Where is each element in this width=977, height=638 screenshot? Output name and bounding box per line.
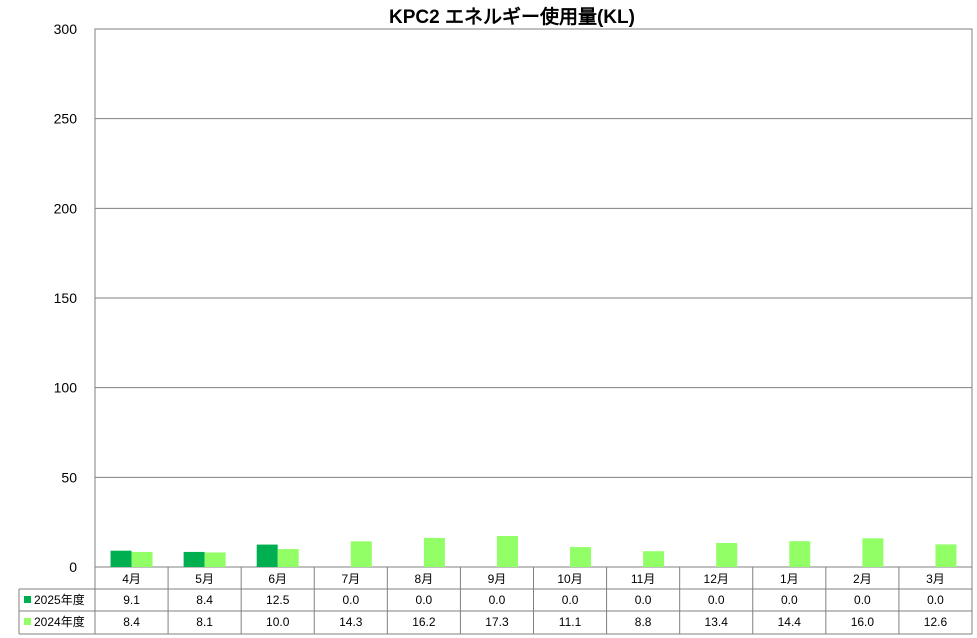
y-tick-label: 100 [54, 380, 78, 396]
bar-current-year [256, 544, 278, 567]
y-tick-label: 300 [54, 21, 78, 37]
data-label: 0.0 [635, 593, 652, 607]
x-tick-label: 6月 [268, 572, 287, 586]
data-label: 0.0 [781, 593, 798, 607]
x-tick-label: 4月 [122, 572, 141, 586]
bar-previous-year [131, 551, 153, 567]
data-label: 16.0 [851, 615, 875, 629]
bar-previous-year [716, 542, 738, 567]
data-label: 14.4 [778, 615, 802, 629]
legend-key [24, 596, 31, 603]
chart-title: KPC2 エネルギー使用量(KL) [389, 6, 635, 28]
x-tick-label: 12月 [704, 572, 729, 586]
legend-key [24, 618, 31, 625]
data-label: 8.1 [196, 615, 213, 629]
y-tick-label: 250 [54, 111, 78, 127]
data-label: 0.0 [927, 593, 944, 607]
data-label: 0.0 [562, 593, 579, 607]
bar-previous-year [350, 541, 372, 567]
data-label: 17.3 [485, 615, 509, 629]
x-tick-label: 11月 [631, 572, 655, 586]
data-label: 0.0 [342, 593, 359, 607]
series-name: 2025年度 [34, 592, 85, 607]
data-label: 11.1 [559, 615, 582, 629]
bar-previous-year [862, 538, 884, 567]
y-tick-label: 50 [61, 469, 77, 485]
bar-previous-year [789, 541, 811, 567]
bar-previous-year [277, 549, 299, 567]
x-tick-label: 10月 [557, 572, 582, 586]
bar-current-year [183, 551, 205, 567]
bar-previous-year [204, 552, 226, 567]
data-label: 14.3 [339, 615, 363, 629]
x-tick-label: 2月 [853, 572, 872, 586]
series-name: 2024年度 [34, 614, 85, 629]
x-tick-label: 5月 [195, 572, 214, 586]
bar-previous-year [423, 537, 445, 567]
data-label: 0.0 [854, 593, 871, 607]
x-tick-label: 1月 [780, 572, 799, 586]
data-label: 0.0 [708, 593, 725, 607]
bar-current-year [110, 550, 132, 567]
y-tick-label: 150 [54, 290, 78, 306]
data-label: 16.2 [412, 615, 436, 629]
data-label: 10.0 [266, 615, 290, 629]
bar-previous-year [643, 551, 665, 567]
bar-previous-year [570, 547, 592, 567]
data-label: 8.4 [196, 593, 213, 607]
data-label: 9.1 [123, 593, 140, 607]
data-label: 12.5 [266, 593, 290, 607]
x-tick-label: 8月 [415, 572, 434, 586]
data-label: 0.0 [416, 593, 433, 607]
data-label: 0.0 [489, 593, 506, 607]
data-label: 8.8 [635, 615, 652, 629]
data-label: 8.4 [123, 615, 140, 629]
data-label: 12.6 [924, 615, 948, 629]
y-tick-label: 0 [69, 559, 77, 575]
data-label: 13.4 [705, 615, 729, 629]
x-tick-label: 7月 [341, 572, 360, 586]
bar-previous-year [935, 544, 957, 567]
y-tick-label: 200 [54, 200, 78, 216]
bar-previous-year [496, 535, 518, 567]
x-tick-label: 3月 [926, 572, 945, 586]
x-tick-label: 9月 [488, 572, 507, 586]
